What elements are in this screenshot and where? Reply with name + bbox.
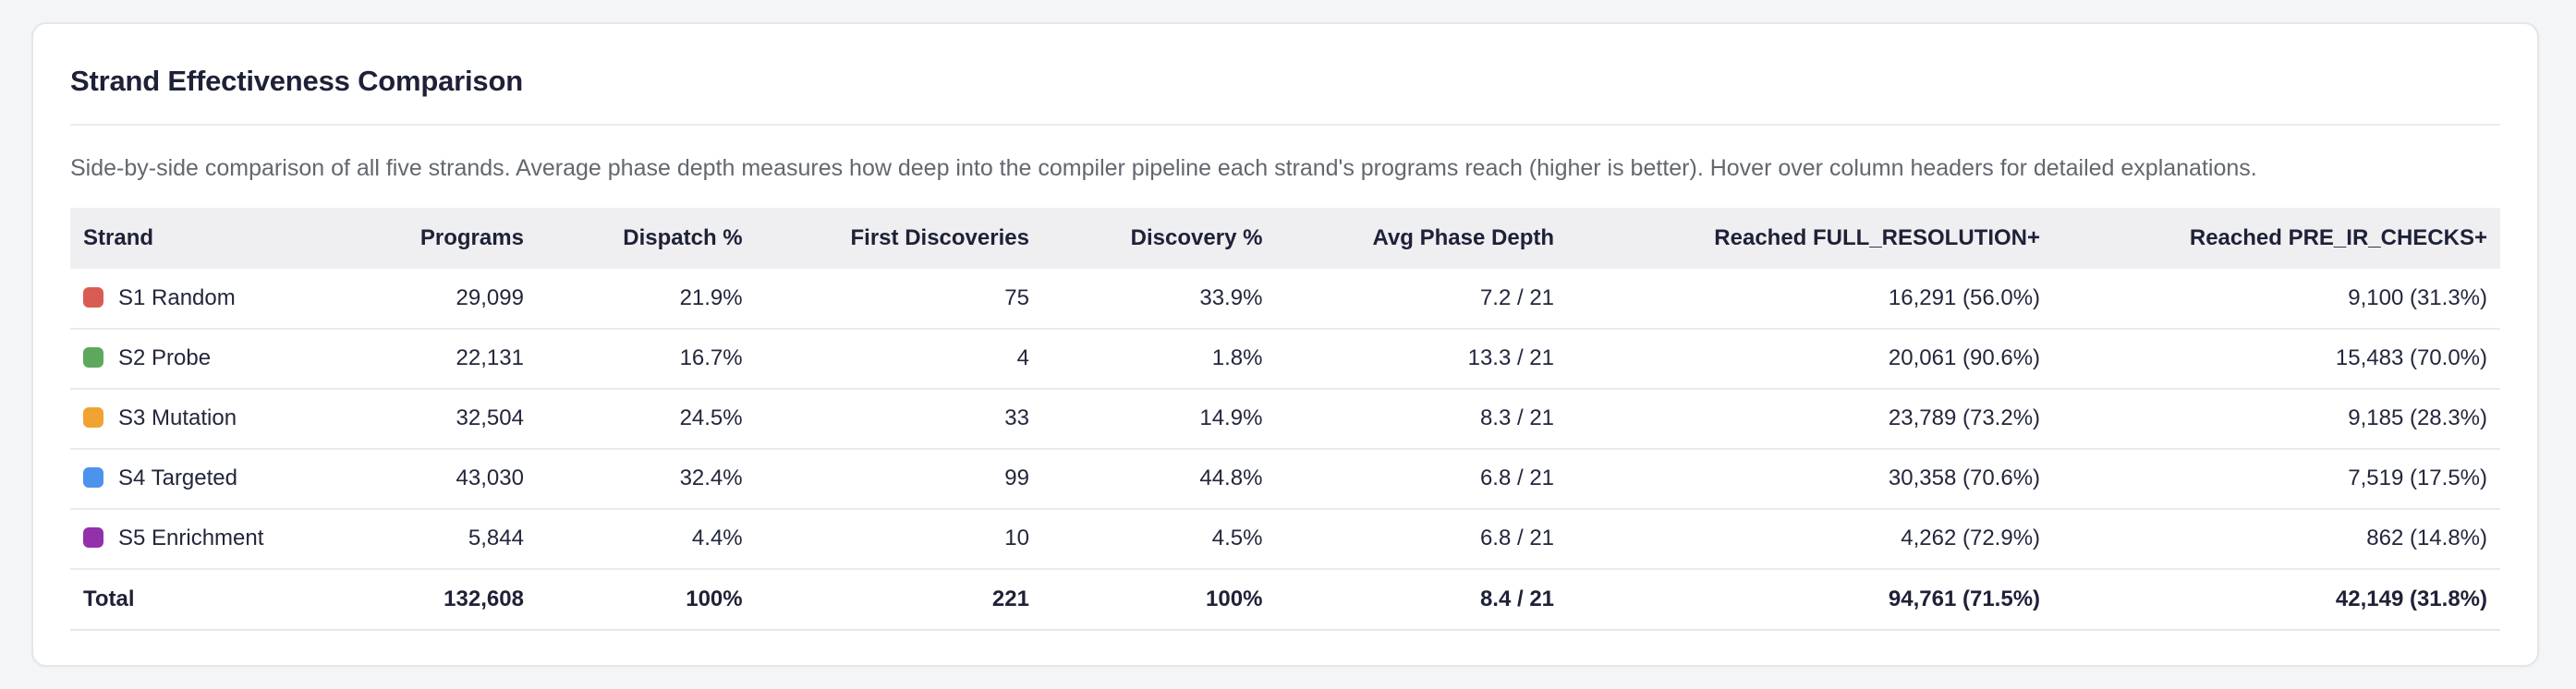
value-cell: 7,519 (17.5%): [2348, 465, 2487, 490]
column-header-reached-pre-ir-checks[interactable]: Reached PRE_IR_CHECKS+: [2189, 224, 2487, 250]
column-header-programs[interactable]: Programs: [419, 224, 524, 250]
column-header-discovery[interactable]: Discovery %: [1130, 224, 1263, 250]
strand-cell: S3 Mutation: [70, 389, 343, 449]
value-cell: 7.2 / 21: [1479, 284, 1555, 310]
card-description: Side-by-side comparison of all five stra…: [70, 155, 2257, 181]
column-header-reached-full-resolution[interactable]: Reached FULL_RESOLUTION+: [1714, 224, 2041, 250]
table-row: S5 Enrichment 5,844 4.4% 10 4.5% 6.8 / 21 4,26…: [70, 509, 2500, 569]
strand-label: S2 Probe: [118, 345, 212, 370]
column-header-dispatch[interactable]: Dispatch %: [623, 224, 743, 250]
value-cell: 21.9%: [679, 284, 743, 310]
comparison-table: Strand Programs Dispatch % First Discoverie…: [70, 207, 2500, 631]
strand-color-swatch: [83, 286, 103, 308]
value-cell: 33.9%: [1199, 284, 1263, 310]
total-row: Total 132,608 100% 221 100% 8.4 / 21 94,761 (7…: [70, 568, 2500, 630]
header-row: Strand Programs Dispatch % First Discoverie…: [70, 207, 2500, 269]
strand-label: S4 Targeted: [118, 465, 237, 490]
value-cell: 4.5%: [1211, 526, 1263, 550]
total-value-cell: 100%: [1206, 586, 1263, 611]
table-row: S2 Probe 22,131 16.7% 4 1.8% 13.3 / 21 20,061 …: [70, 329, 2500, 389]
table-row: S1 Random 29,099 21.9% 75 33.9% 7.2 / 21 16,29…: [70, 269, 2500, 329]
table-row: S3 Mutation 32,504 24.5% 33 14.9% 8.3 / 21 23,…: [70, 389, 2500, 449]
value-cell: 9,100 (31.3%): [2348, 284, 2487, 310]
total-label: Total: [83, 586, 135, 611]
value-cell: 22,131: [456, 345, 524, 370]
value-cell: 24.5%: [679, 405, 743, 430]
total-value-cell: 8.4 / 21: [1479, 586, 1555, 611]
value-cell: 862 (14.8%): [2366, 526, 2487, 550]
title-divider: [70, 124, 2500, 126]
strand-color-swatch: [83, 407, 103, 428]
total-value-cell: 132,608: [444, 586, 524, 611]
value-cell: 33: [1004, 405, 1029, 430]
value-cell: 32.4%: [679, 465, 743, 490]
value-cell: 1.8%: [1211, 345, 1263, 370]
value-cell: 6.8 / 21: [1479, 465, 1555, 490]
column-header-first-discoveries[interactable]: First Discoveries: [850, 224, 1029, 250]
value-cell: 15,483 (70.0%): [2335, 345, 2487, 370]
value-cell: 16,291 (56.0%): [1888, 284, 2041, 310]
page-title: Strand Effectiveness Comparison: [70, 65, 523, 97]
value-cell: 29,099: [456, 284, 524, 310]
strand-color-swatch: [83, 347, 103, 368]
value-cell: 20,061 (90.6%): [1888, 345, 2041, 370]
table-row: S4 Targeted 43,030 32.4% 99 44.8% 6.8 / 21 30,…: [70, 449, 2500, 509]
strand-cell: S4 Targeted: [70, 449, 343, 509]
column-header-avg-phase-depth[interactable]: Avg Phase Depth: [1372, 224, 1555, 250]
value-cell: 75: [1004, 284, 1029, 310]
value-cell: 14.9%: [1199, 405, 1263, 430]
value-cell: 44.8%: [1199, 465, 1263, 490]
value-cell: 23,789 (73.2%): [1888, 405, 2041, 430]
value-cell: 13.3 / 21: [1467, 345, 1555, 370]
value-cell: 10: [1004, 526, 1029, 550]
total-value-cell: 42,149 (31.8%): [2335, 586, 2487, 611]
strand-color-swatch: [83, 527, 103, 548]
value-cell: 5,844: [468, 526, 524, 550]
strand-cell: S1 Random: [70, 269, 343, 329]
value-cell: 6.8 / 21: [1479, 526, 1555, 550]
value-cell: 30,358 (70.6%): [1888, 465, 2041, 490]
value-cell: 9,185 (28.3%): [2348, 405, 2487, 430]
value-cell: 32,504: [456, 405, 524, 430]
total-value-cell: 221: [991, 586, 1029, 611]
value-cell: 99: [1004, 465, 1029, 490]
strand-color-swatch: [83, 467, 103, 488]
column-header-strand[interactable]: Strand: [83, 224, 154, 250]
strand-label: S3 Mutation: [118, 405, 237, 430]
strand-label: S5 Enrichment: [118, 526, 264, 550]
strand-cell: S2 Probe: [70, 329, 343, 389]
comparison-card: Strand Effectiveness Comparison Side-by-…: [31, 22, 2539, 667]
value-cell: 4,262 (72.9%): [1901, 526, 2041, 550]
strand-cell: S5 Enrichment: [70, 509, 343, 569]
table-body: S1 Random 29,099 21.9% 75 33.9% 7.2 / 21 16,29…: [70, 269, 2500, 630]
value-cell: 16.7%: [679, 345, 743, 370]
value-cell: 4: [1016, 345, 1029, 370]
total-value-cell: 100%: [686, 586, 743, 611]
strand-label: S1 Random: [118, 284, 236, 310]
value-cell: 43,030: [456, 465, 524, 490]
value-cell: 4.4%: [691, 526, 743, 550]
total-value-cell: 94,761 (71.5%): [1888, 586, 2041, 611]
value-cell: 8.3 / 21: [1479, 405, 1555, 430]
